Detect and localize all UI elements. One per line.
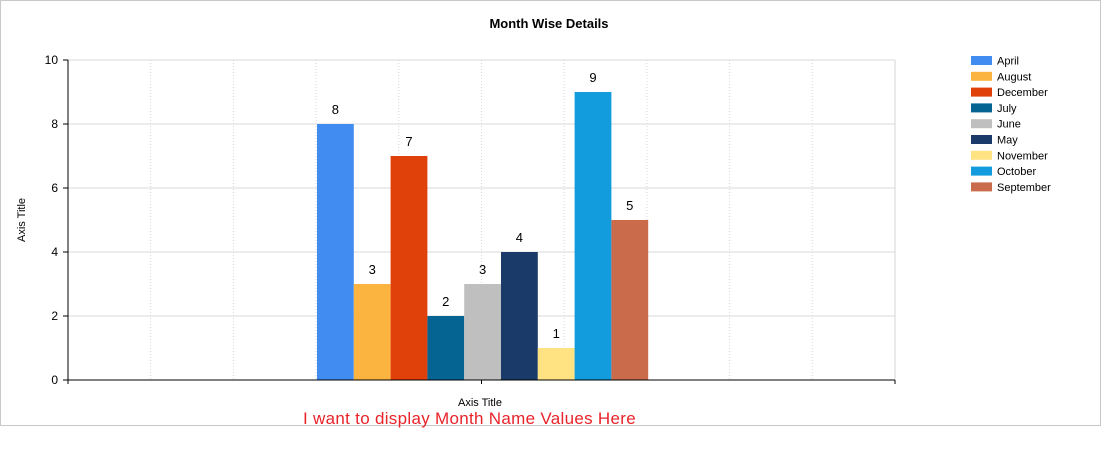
- bar-october: [574, 92, 612, 380]
- x-axis-title: Axis Title: [458, 397, 502, 409]
- chart: Month Wise Details 8 3 7 2 3 4 1 9 5 0 2 4 6 8 10 Axi…: [16, 16, 1051, 409]
- legend-label-april: April: [997, 56, 1019, 68]
- bar-september: [611, 220, 649, 380]
- legend-swatch-december: [971, 87, 992, 97]
- legend-label-august: August: [997, 71, 1031, 83]
- bar-july: [427, 316, 465, 380]
- legend-swatch-september: [971, 182, 992, 192]
- legend-swatch-may: [971, 135, 992, 144]
- y-tick-label: 6: [51, 181, 58, 195]
- data-label-august: 3: [369, 262, 376, 277]
- y-tick-label: 2: [51, 309, 58, 323]
- legend-swatch-july: [971, 103, 992, 113]
- legend-label-july: July: [997, 103, 1017, 115]
- axes: [64, 60, 896, 384]
- chart-frame: [0, 0, 1101, 426]
- legend-swatch-april: [971, 56, 992, 65]
- legend-swatch-august: [971, 71, 992, 81]
- legend-label-june: June: [997, 119, 1021, 131]
- legend-label-may: May: [997, 135, 1018, 147]
- bar-november: [537, 348, 575, 380]
- legend-swatch-october: [971, 166, 992, 176]
- y-ticks: 0 2 4 6 8 10: [45, 53, 68, 387]
- gridlines: [68, 59, 896, 380]
- data-label-november: 1: [553, 326, 560, 341]
- legend-label-december: December: [997, 87, 1048, 99]
- legend-label-october: October: [997, 166, 1036, 178]
- legend-swatch-june: [971, 119, 992, 129]
- data-labels: 8 3 7 2 3 4 1 9 5: [332, 70, 634, 341]
- legend: April August December July June May November Oc…: [971, 56, 1051, 194]
- data-label-april: 8: [332, 102, 339, 117]
- data-label-may: 4: [516, 230, 523, 245]
- legend-swatch-november: [971, 150, 992, 160]
- annotation-text: I want to display Month Name Values Here: [303, 409, 636, 428]
- bar-april: [317, 124, 354, 380]
- y-tick-label: 4: [51, 245, 58, 259]
- y-tick-label: 10: [45, 53, 59, 67]
- data-label-june: 3: [479, 262, 486, 277]
- data-label-october: 9: [589, 70, 596, 85]
- legend-label-september: September: [997, 182, 1051, 194]
- bar-june: [464, 284, 501, 380]
- y-axis-title: Axis Title: [16, 198, 28, 242]
- bar-august: [353, 284, 391, 380]
- bar-may: [501, 252, 538, 380]
- bar-december: [390, 156, 428, 380]
- y-tick-label: 0: [51, 373, 58, 387]
- bars: [317, 92, 649, 380]
- data-label-september: 5: [626, 198, 633, 213]
- legend-label-november: November: [997, 150, 1048, 162]
- chart-title: Month Wise Details: [489, 16, 608, 31]
- data-label-july: 2: [442, 294, 449, 309]
- data-label-december: 7: [405, 134, 412, 149]
- y-tick-label: 8: [51, 117, 58, 131]
